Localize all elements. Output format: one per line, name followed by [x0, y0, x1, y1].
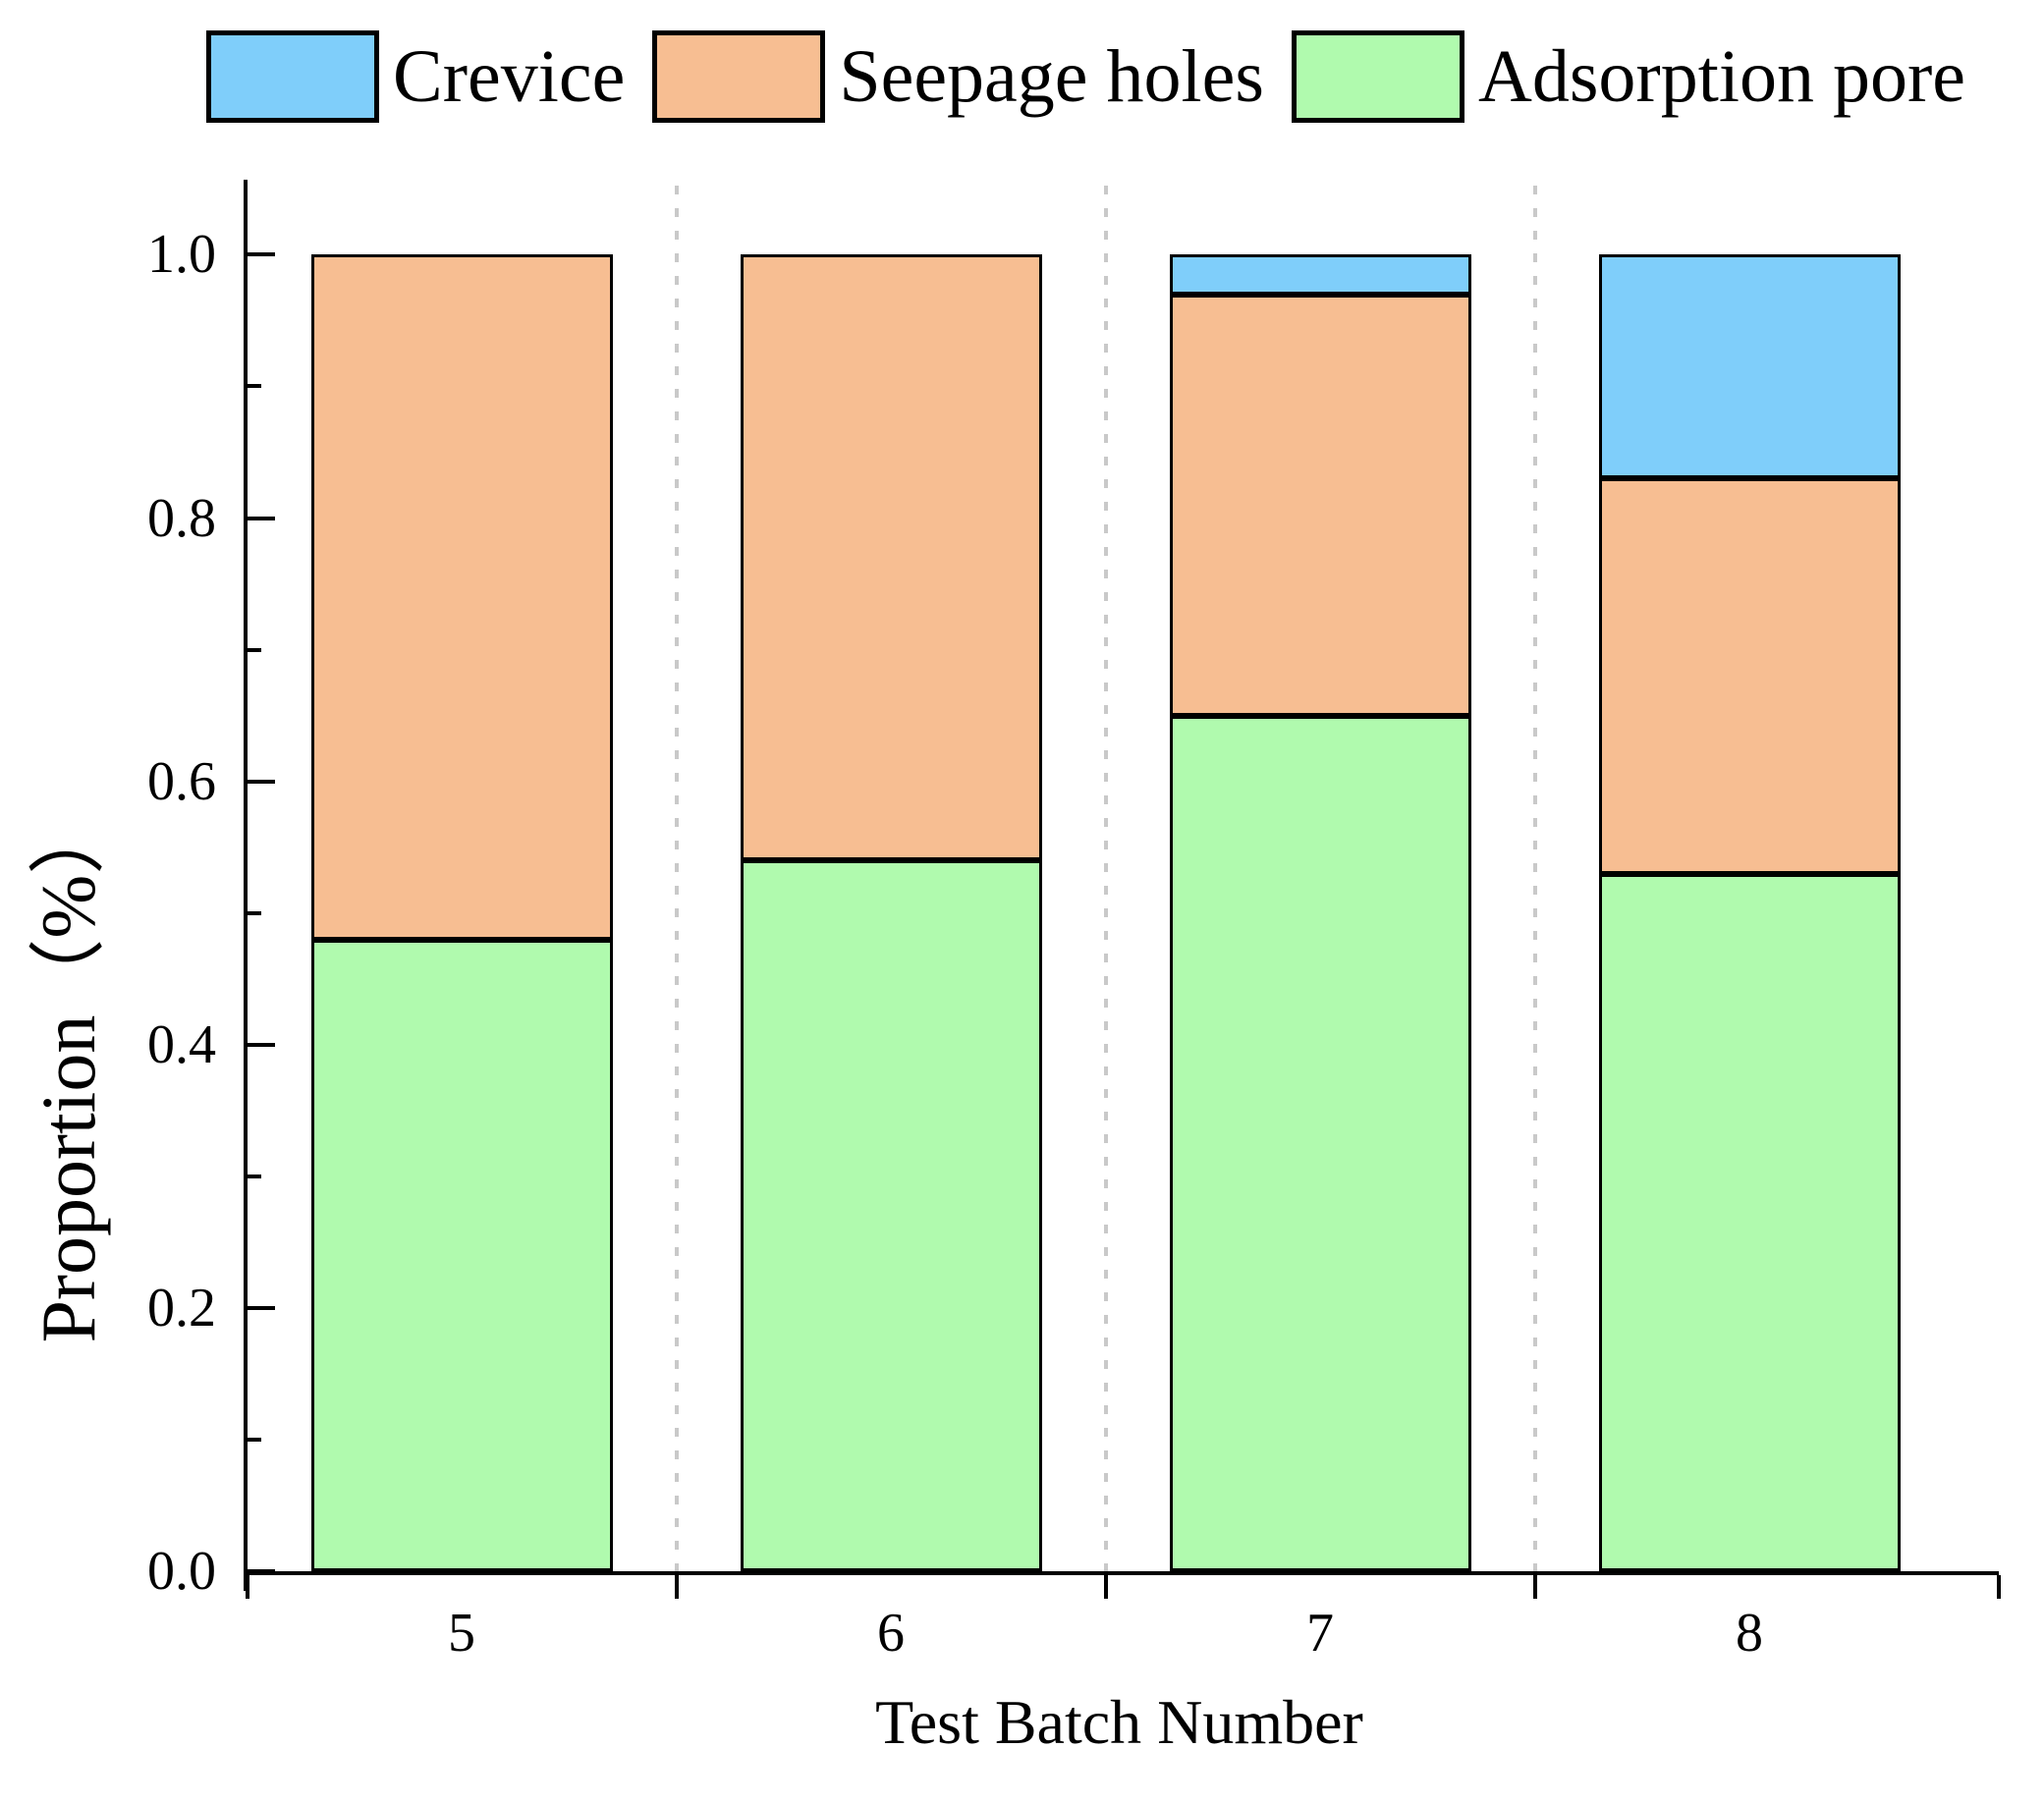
legend-label-seepage-holes: Seepage holes	[839, 35, 1264, 118]
y-major-tick	[248, 252, 275, 257]
x-major-tick	[1532, 1575, 1537, 1599]
x-major-tick	[1997, 1575, 2001, 1599]
y-tick-label: 0.6	[147, 750, 216, 812]
y-minor-tick	[248, 910, 261, 915]
bar-segment-seepage-holes-8	[1598, 478, 1901, 874]
legend-swatch-adsorption-pore	[1291, 30, 1464, 123]
y-tick-label: 1.0	[147, 224, 216, 286]
y-minor-tick	[248, 1174, 261, 1178]
y-axis-title: Proportion（%）	[26, 797, 111, 1343]
y-tick-label: 0.8	[147, 487, 216, 549]
vertical-gridline	[1532, 186, 1537, 1571]
bar-segment-crevice-7	[1169, 254, 1471, 295]
x-tick-label: 5	[448, 1603, 475, 1664]
bar-segment-adsorption-pore-7	[1169, 715, 1471, 1571]
y-tick-label: 0.2	[147, 1277, 216, 1339]
y-major-tick	[248, 1305, 275, 1310]
x-tick-label: 8	[1736, 1603, 1763, 1664]
y-minor-tick	[248, 647, 261, 652]
x-major-tick	[246, 1575, 249, 1599]
y-tick-label: 0.4	[147, 1013, 216, 1075]
x-major-tick	[1103, 1575, 1108, 1599]
legend-swatch-seepage-holes	[652, 30, 826, 123]
bar-segment-adsorption-pore-5	[310, 939, 613, 1571]
bar-segment-crevice-8	[1598, 254, 1901, 479]
x-major-tick	[674, 1575, 679, 1599]
bar-segment-seepage-holes-5	[310, 254, 613, 940]
y-major-tick	[248, 1569, 275, 1573]
plot-area: 0.0 0.2 0.4 0.6 0.8 1.0 5 6 7 8	[147, 180, 2001, 1664]
y-major-tick	[248, 516, 275, 520]
bar-segment-seepage-holes-7	[1169, 294, 1471, 716]
x-tick-label: 7	[1306, 1603, 1334, 1664]
y-major-tick	[248, 779, 275, 784]
x-tick-label: 6	[877, 1603, 905, 1664]
y-tick-label: 0.0	[147, 1541, 216, 1602]
legend-label-crevice: Crevice	[393, 35, 626, 118]
bar-segment-seepage-holes-6	[740, 254, 1042, 861]
bar-segment-adsorption-pore-6	[740, 860, 1042, 1571]
legend: Crevice Seepage holes Adsorption pore	[206, 26, 1993, 128]
vertical-gridline	[1103, 186, 1108, 1571]
x-axis-title: Test Batch Number	[875, 1687, 1363, 1757]
legend-swatch-crevice	[206, 30, 379, 123]
legend-label-adsorption-pore: Adsorption pore	[1477, 35, 1965, 118]
vertical-gridline	[674, 186, 679, 1571]
bar-segment-adsorption-pore-8	[1598, 873, 1901, 1571]
y-minor-tick	[248, 1437, 261, 1442]
y-minor-tick	[248, 384, 261, 389]
y-major-tick	[248, 1042, 275, 1047]
